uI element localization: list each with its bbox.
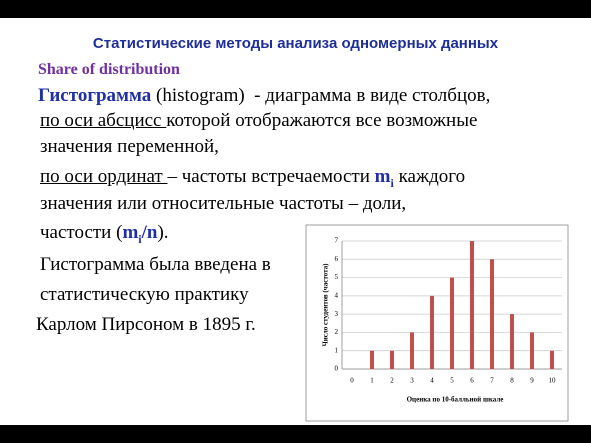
text-line: частости (mi/n). xyxy=(40,222,169,247)
y-tick-label: 6 xyxy=(335,255,339,263)
bar xyxy=(430,295,434,369)
text-line: по оси ординат – частоты встречаемости m… xyxy=(40,166,465,191)
symbol: i xyxy=(138,231,142,246)
x-tick-label: 2 xyxy=(390,377,394,385)
slide-title: Статистические методы анализа одномерных… xyxy=(92,35,499,52)
x-tick-label: 1 xyxy=(370,377,374,385)
text-line: значения переменной, xyxy=(40,136,219,158)
term: Гистограмма xyxy=(38,85,152,106)
symbol: i xyxy=(390,175,394,190)
text: значения или относительные частоты – дол… xyxy=(40,193,407,214)
x-tick-label: 7 xyxy=(490,377,494,385)
text-line: значения или относительные частоты – дол… xyxy=(40,193,406,215)
text: частости ( xyxy=(40,222,123,243)
symbol: m xyxy=(374,166,391,187)
x-tick-label: 4 xyxy=(430,377,434,385)
top-band xyxy=(0,0,591,18)
symbol: m xyxy=(122,222,139,243)
text: каждого xyxy=(393,166,466,187)
text: которой отображаются все возможные xyxy=(166,110,478,131)
x-tick-label: 10 xyxy=(549,377,557,385)
text: ). xyxy=(157,222,169,243)
x-tick-label: 9 xyxy=(530,377,534,385)
bar xyxy=(370,350,374,369)
bar xyxy=(450,277,454,369)
bar xyxy=(410,332,414,369)
text: Гистограмма была введена в xyxy=(40,254,271,275)
symbol: /n xyxy=(141,222,158,243)
x-axis-label: Оценка по 10-балльной шкале xyxy=(407,396,504,404)
text: – частоты встречаемости xyxy=(167,166,375,187)
y-tick-label: 7 xyxy=(335,237,339,245)
text-line: по оси абсцисс которой отображаются все … xyxy=(40,110,477,132)
text: (histogram) - диаграмма в виде столбцов, xyxy=(151,85,491,106)
bar xyxy=(390,350,394,369)
text-line: Карлом Пирсоном в 1895 г. xyxy=(36,314,256,336)
bar xyxy=(470,241,474,369)
subtitle: Share of distribution xyxy=(38,61,180,78)
x-tick-label: 6 xyxy=(470,377,474,385)
x-tick-label: 3 xyxy=(410,377,414,385)
x-tick-label: 5 xyxy=(450,377,454,385)
y-tick-label: 4 xyxy=(335,291,339,299)
text-line: Гистограмма была введена в xyxy=(40,254,271,276)
text: статистическую практику xyxy=(40,284,249,305)
bottom-band xyxy=(0,425,591,443)
text: по оси абсцисс xyxy=(40,110,167,131)
text: по оси ординат xyxy=(40,166,168,187)
y-axis-label: Число студентов (частота) xyxy=(322,263,330,347)
y-tick-label: 0 xyxy=(335,365,339,373)
text-line: Гистограмма (histogram) - диаграмма в ви… xyxy=(38,85,490,107)
chart-frame xyxy=(305,224,569,422)
y-tick-label: 5 xyxy=(335,273,339,281)
x-tick-label: 8 xyxy=(510,377,514,385)
bar xyxy=(490,259,494,369)
text: значения переменной, xyxy=(40,136,219,157)
bar xyxy=(510,314,514,369)
y-tick-label: 1 xyxy=(335,346,339,354)
x-tick-label: 0 xyxy=(350,377,354,385)
text: Карлом Пирсоном в 1895 г. xyxy=(36,314,256,335)
y-tick-label: 2 xyxy=(335,328,339,336)
text-line: статистическую практику xyxy=(40,284,249,306)
y-tick-label: 3 xyxy=(335,310,339,318)
bar xyxy=(530,332,534,369)
bar xyxy=(550,350,554,369)
